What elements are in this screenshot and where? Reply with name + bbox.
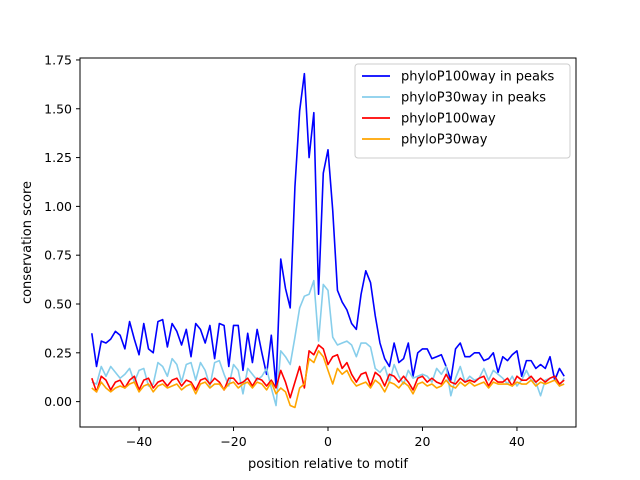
series-line-0 [91, 72, 565, 387]
y-tick-label: 1.00 [44, 199, 72, 214]
y-axis-label: conservation score [20, 181, 35, 304]
x-axis: −40 −20 0 20 40 [126, 427, 525, 449]
legend-box [354, 63, 571, 159]
x-tick-label: 40 [509, 434, 525, 449]
y-tick-label: 0.50 [44, 297, 72, 312]
y-axis: 0.00 0.25 0.50 0.75 1.00 1.25 1.50 1.75 [44, 52, 80, 409]
series-line-1 [91, 279, 565, 407]
x-tick-label: −20 [220, 434, 246, 449]
legend: phyloP100way in peaks phyloP30way in peak… [354, 63, 571, 159]
legend-entry: phyloP100way in peaks [401, 70, 555, 85]
series-line-3 [91, 350, 565, 409]
legend-entry: phyloP100way [401, 112, 496, 127]
x-tick-label: 20 [415, 434, 431, 449]
y-tick-label: 0.75 [44, 248, 72, 263]
y-tick-label: 1.50 [44, 101, 72, 116]
y-tick-label: 1.25 [44, 150, 72, 165]
series-line-2 [91, 344, 565, 399]
y-tick-label: 0.25 [44, 345, 72, 360]
y-tick-label: 1.75 [44, 52, 72, 67]
legend-entry: phyloP30way [401, 133, 488, 148]
x-tick-label: 0 [324, 434, 332, 449]
x-axis-label: position relative to motif [248, 457, 408, 472]
x-tick-label: −40 [126, 434, 152, 449]
series-layer [91, 72, 565, 409]
legend-entry: phyloP30way in peaks [401, 91, 546, 106]
y-tick-label: 0.00 [44, 394, 72, 409]
